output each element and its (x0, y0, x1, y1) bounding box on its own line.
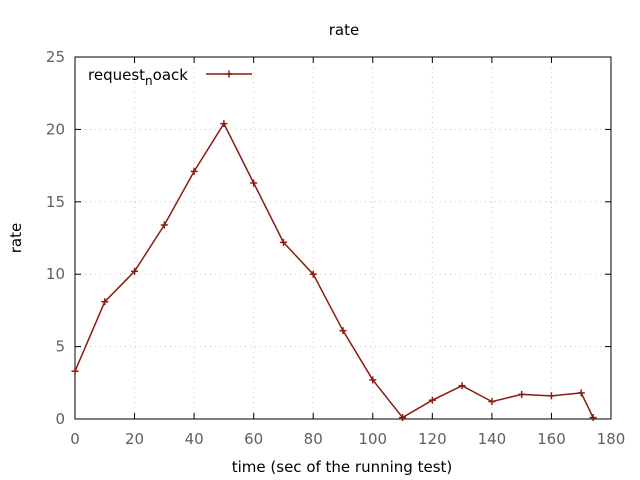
legend-label-subscript: n (145, 74, 153, 88)
x-tick-label: 100 (358, 430, 387, 448)
x-tick-label: 160 (537, 430, 566, 448)
x-tick-label: 20 (125, 430, 144, 448)
data-point (220, 120, 228, 128)
data-point (488, 398, 496, 406)
x-tick-label: 80 (304, 430, 323, 448)
x-tick-label: 60 (244, 430, 263, 448)
x-tick-label: 40 (185, 430, 204, 448)
data-point (101, 298, 109, 306)
data-point (339, 327, 347, 335)
data-point (190, 167, 198, 175)
y-tick-label: 10 (46, 265, 65, 283)
data-point (160, 221, 168, 229)
legend: requestnoack (88, 66, 252, 88)
x-tick-label: 120 (418, 430, 447, 448)
y-tick-label: 20 (46, 120, 65, 138)
chart-title: rate (329, 21, 359, 39)
y-axis-label: rate (7, 223, 25, 253)
data-point (577, 389, 585, 397)
data-point (250, 179, 258, 187)
grid-lines (75, 57, 611, 419)
x-tick-label: 180 (597, 430, 626, 448)
data-point (279, 238, 287, 246)
data-point (428, 396, 436, 404)
data-point (518, 390, 526, 398)
data-point (131, 267, 139, 275)
plot-frame (74, 56, 612, 420)
x-tick-label: 140 (478, 430, 507, 448)
data-point (399, 414, 407, 422)
data-point (309, 270, 317, 278)
tick-labels: 0 20 40 60 80 100 120 140 160 180 0 5 10 15 20 25 (46, 48, 625, 448)
data-point (458, 382, 466, 390)
x-tick-label: 0 (70, 430, 80, 448)
series-layer (71, 120, 597, 422)
legend-label-rest: oack (153, 66, 189, 84)
legend-marker-sample (225, 70, 233, 78)
legend-marker (225, 70, 233, 78)
legend-label-base: request (88, 66, 145, 84)
data-point (71, 367, 79, 375)
data-point (547, 392, 555, 400)
legend-label: requestnoack (88, 66, 188, 88)
y-tick-label: 15 (46, 193, 65, 211)
x-axis-label: time (sec of the running test) (232, 458, 453, 476)
y-tick-label: 5 (55, 338, 65, 356)
y-tick-label: 25 (46, 48, 65, 66)
data-point (589, 414, 597, 422)
axis-ticks (74, 56, 612, 420)
y-tick-label: 0 (55, 410, 65, 428)
series-line (74, 122, 594, 419)
data-point (369, 376, 377, 384)
